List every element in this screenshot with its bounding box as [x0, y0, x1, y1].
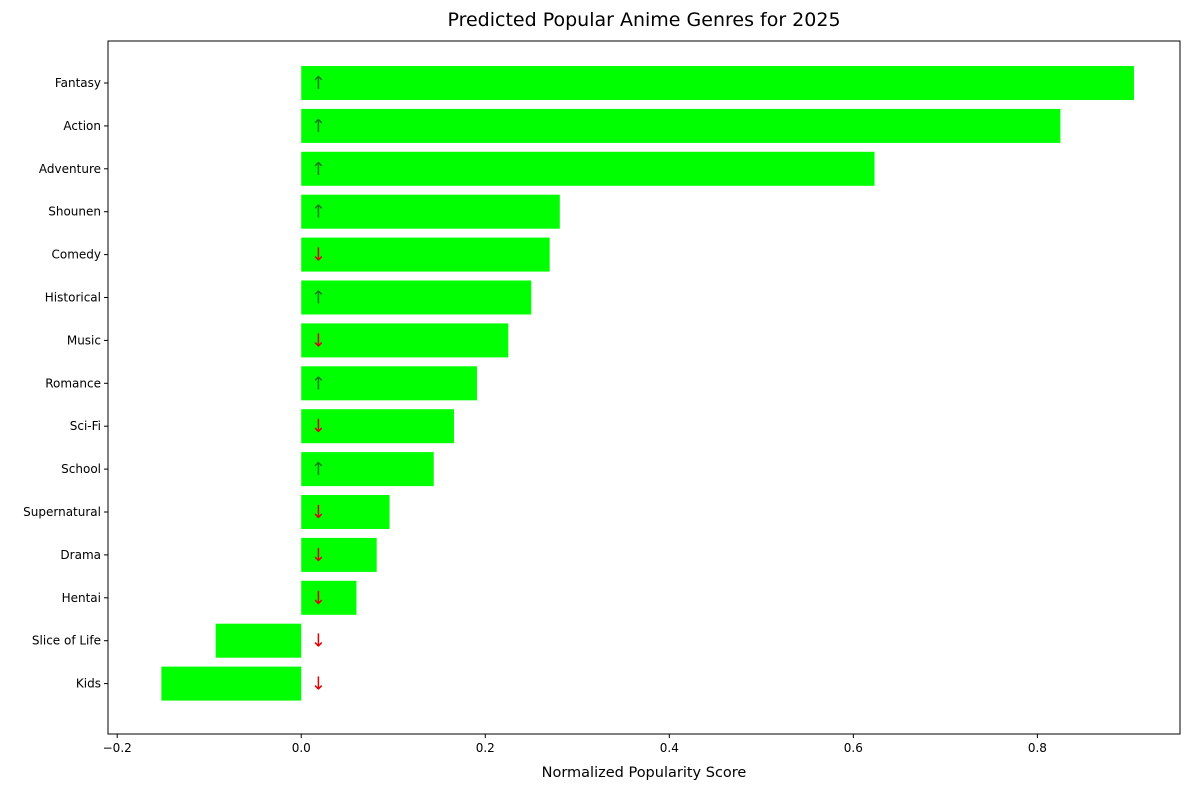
bar-comedy	[301, 237, 550, 272]
chart-title: Predicted Popular Anime Genres for 2025	[447, 9, 840, 31]
bar-music	[301, 323, 509, 358]
y-tick-label: Romance	[45, 376, 101, 390]
x-tick-label: 0.4	[660, 741, 679, 755]
trend-up-arrow: ↑	[311, 159, 326, 180]
y-tick-label: Shounen	[48, 205, 101, 219]
y-tick-label: Comedy	[51, 248, 101, 262]
trend-down-arrow: ↓	[311, 416, 326, 437]
y-tick-label: Drama	[60, 548, 101, 562]
trend-down-arrow: ↓	[311, 588, 326, 609]
y-tick-label: Action	[63, 119, 101, 133]
trend-up-arrow: ↑	[311, 288, 326, 309]
x-tick-label: −0.2	[103, 741, 132, 755]
y-tick-label: School	[61, 462, 101, 476]
bar-kids	[161, 666, 302, 701]
bar-fantasy	[301, 66, 1134, 100]
y-tick-label: Supernatural	[23, 505, 101, 519]
bar-school	[301, 452, 434, 487]
bar-adventure	[301, 151, 875, 186]
bar-romance	[301, 366, 477, 401]
trend-down-arrow: ↓	[311, 545, 326, 566]
y-tick-label: Fantasy	[55, 76, 101, 90]
bar-drama	[301, 537, 377, 572]
x-axis: −0.2 0.0 0.2 0.4 0.6 0.8	[103, 734, 1047, 755]
y-tick-label: Adventure	[39, 162, 101, 176]
bar-action	[301, 108, 1061, 143]
bar-shounen	[301, 194, 560, 229]
trend-up-arrow: ↑	[311, 373, 326, 394]
bar-historical	[301, 280, 532, 315]
x-tick-label: 0.6	[844, 741, 863, 755]
y-tick-label: Kids	[76, 677, 101, 691]
trend-up-arrow: ↑	[311, 116, 326, 137]
trend-down-arrow: ↓	[311, 502, 326, 523]
x-tick-label: 0.8	[1028, 741, 1047, 755]
bar-slice-of-life	[215, 623, 302, 658]
y-tick-label: Historical	[45, 291, 101, 305]
trend-down-arrow: ↓	[311, 245, 326, 266]
trend-up-arrow: ↑	[311, 202, 326, 223]
x-tick-label: 0.2	[476, 741, 495, 755]
bar-hentai	[301, 580, 357, 615]
bar-sci-fi	[301, 409, 454, 444]
trend-down-arrow: ↓	[311, 631, 326, 652]
x-axis-title: Normalized Popularity Score	[542, 765, 747, 781]
y-tick-label: Slice of Life	[32, 634, 101, 648]
bars-group	[161, 66, 1134, 701]
trend-down-arrow: ↓	[311, 330, 326, 351]
y-tick-label: Sci-Fi	[70, 419, 101, 433]
trend-down-arrow: ↓	[311, 674, 326, 695]
trend-arrows-group: ↑ ↑ ↑ ↑ ↓ ↑ ↓ ↑ ↓ ↑ ↓ ↓ ↓ ↓ ↓	[311, 73, 326, 695]
y-axis: Fantasy Action Adventure Shounen Comedy Histo…	[23, 76, 108, 691]
trend-up-arrow: ↑	[311, 73, 326, 94]
plot-frame	[107, 40, 1181, 735]
bar-supernatural	[301, 495, 390, 529]
y-tick-label: Hentai	[62, 591, 101, 605]
trend-up-arrow: ↑	[311, 459, 326, 480]
x-tick-label: 0.0	[292, 741, 311, 755]
y-tick-label: Music	[67, 333, 101, 347]
